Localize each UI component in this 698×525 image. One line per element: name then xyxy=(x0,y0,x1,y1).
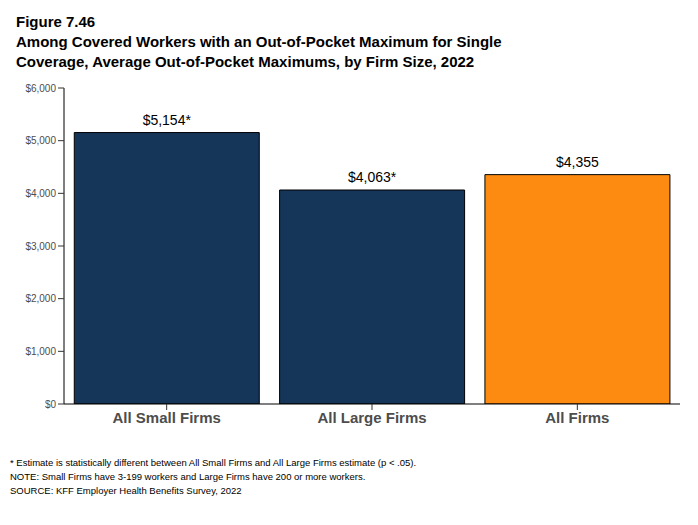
svg-text:All Large Firms: All Large Firms xyxy=(317,409,426,426)
svg-text:$5,154*: $5,154* xyxy=(143,112,192,128)
svg-text:$1,000: $1,000 xyxy=(25,346,56,357)
html-text:* Estimate is statistically di: * Estimate is statistically different be… xyxy=(10,457,417,468)
svg-text:$0: $0 xyxy=(45,399,57,410)
svg-text:$4,355: $4,355 xyxy=(556,154,599,170)
html-text:Among Covered Workers with an: Among Covered Workers with an Out-of-Poc… xyxy=(16,33,502,70)
svg-text:$4,063*: $4,063* xyxy=(348,169,397,185)
svg-text:$5,000: $5,000 xyxy=(25,135,56,146)
svg-text:All Firms: All Firms xyxy=(545,409,609,426)
svg-text:$3,000: $3,000 xyxy=(25,241,56,252)
svg-text:All Small Firms: All Small Firms xyxy=(112,409,220,426)
html-text:SOURCE: KFF Employer Health Be: SOURCE: KFF Employer Health Benefits Sur… xyxy=(10,485,242,496)
svg-text:$2,000: $2,000 xyxy=(25,293,56,304)
svg-text:$6,000: $6,000 xyxy=(25,83,56,94)
html-text:Figure 7.46: Figure 7.46 xyxy=(16,13,96,30)
html-text:NOTE: Small Firms have 3-199 w: NOTE: Small Firms have 3-199 workers and… xyxy=(10,471,366,482)
svg-text:$4,000: $4,000 xyxy=(25,188,56,199)
